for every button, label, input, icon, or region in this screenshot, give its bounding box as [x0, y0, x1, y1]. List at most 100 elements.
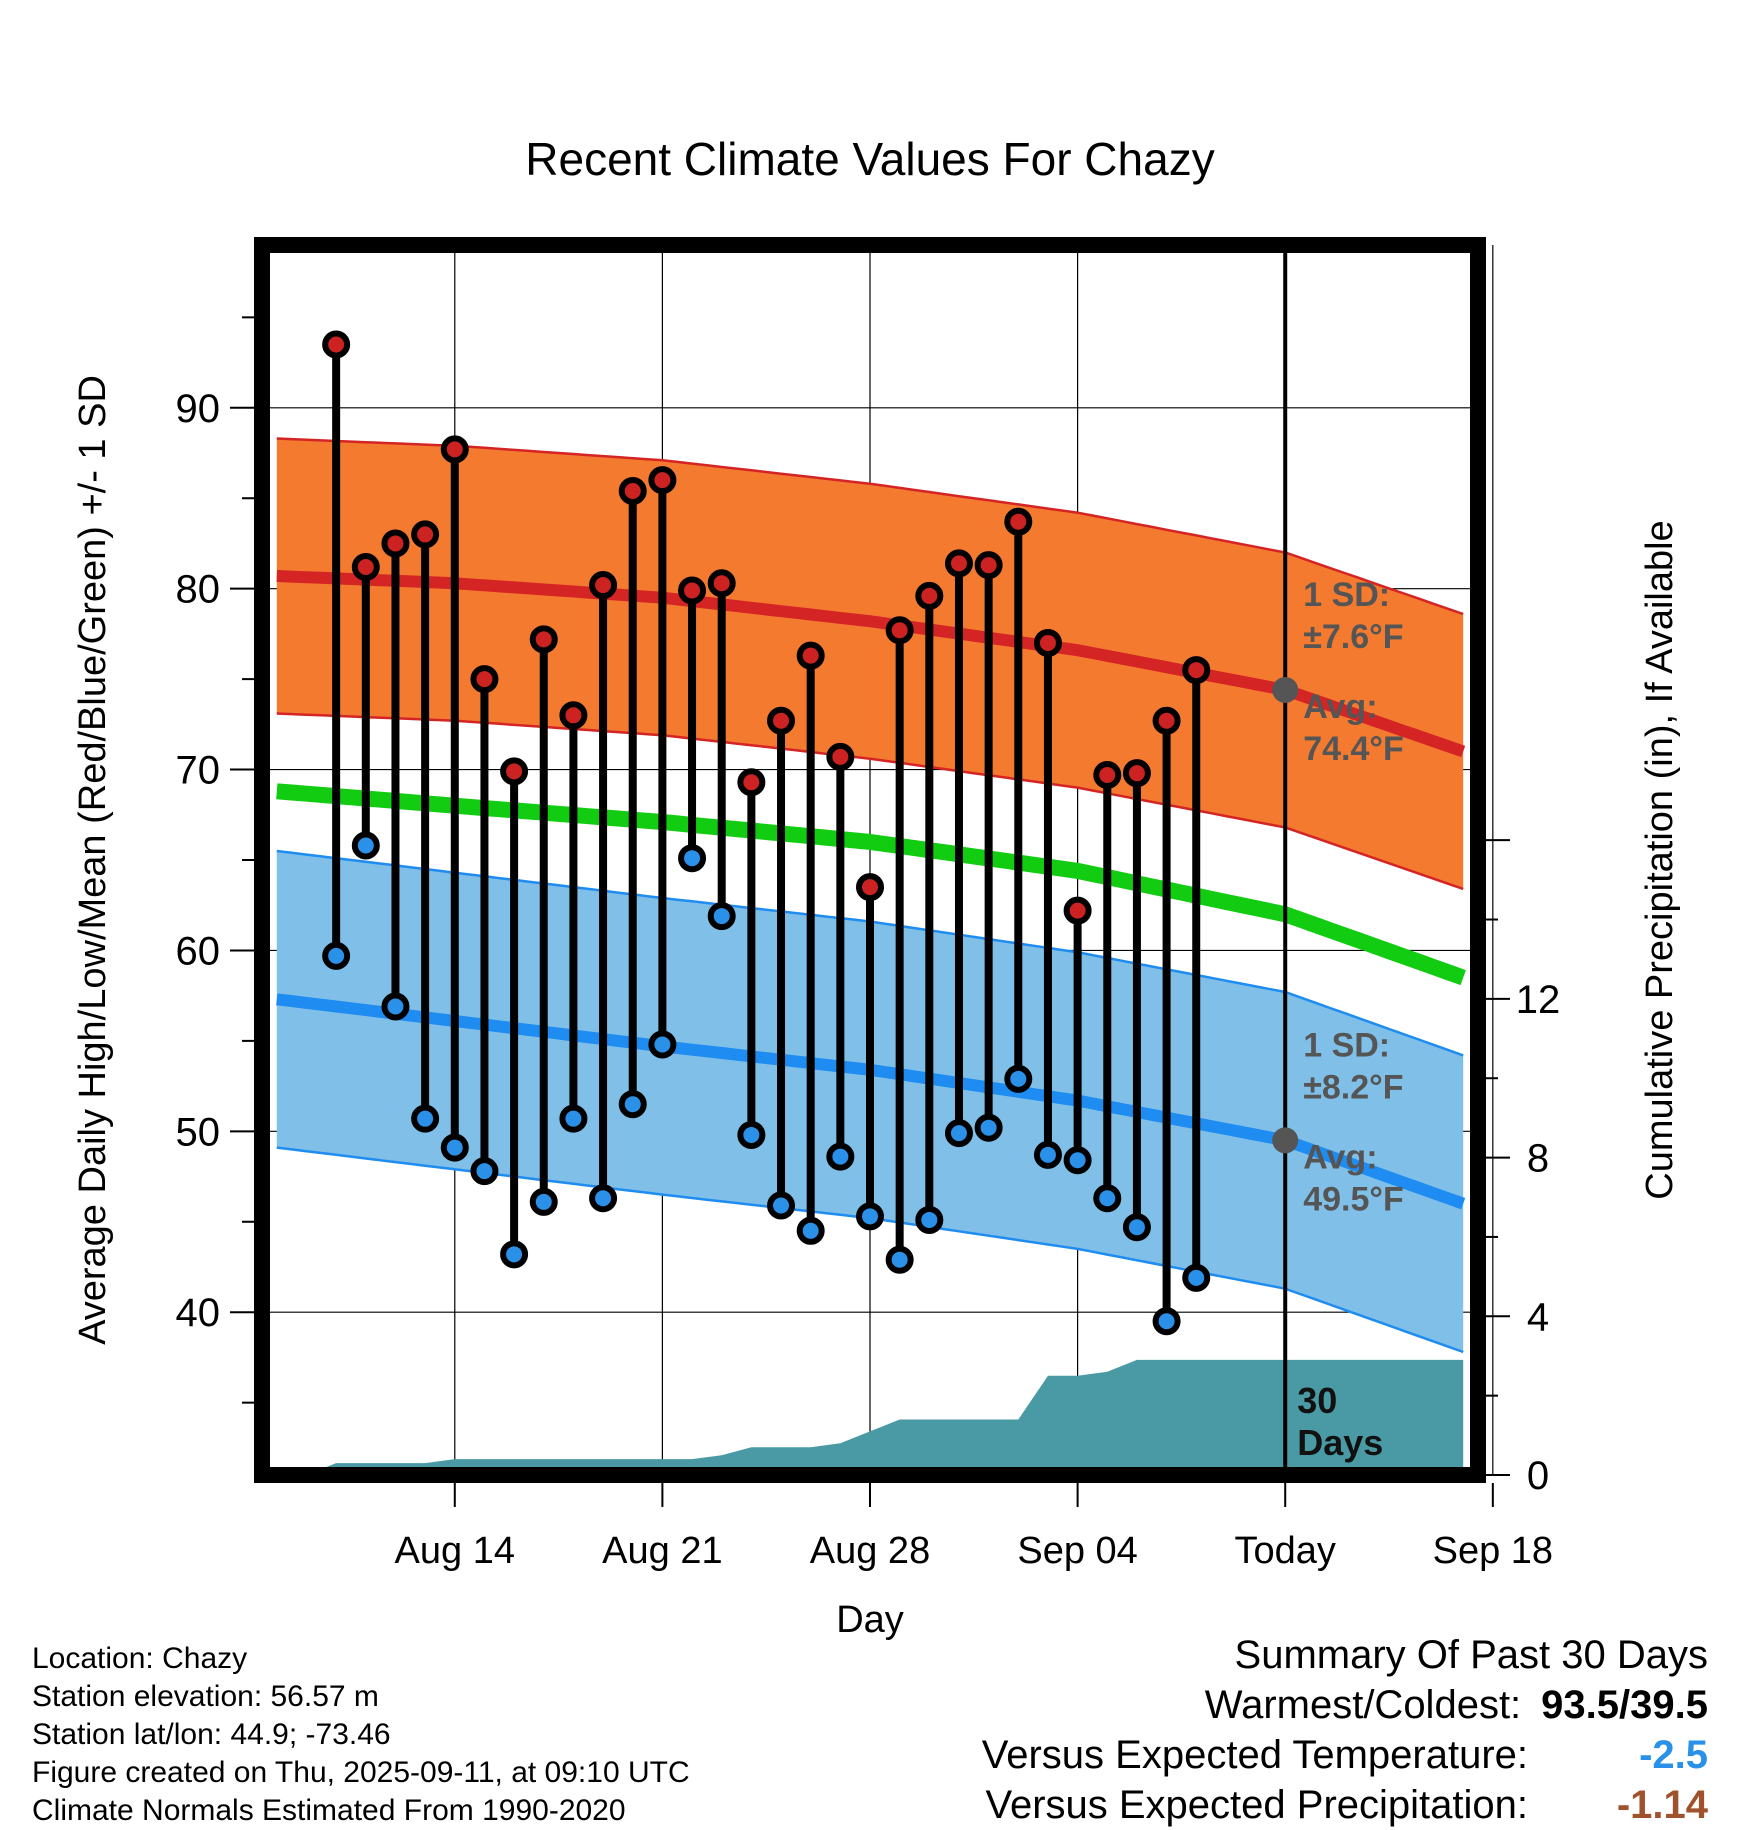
y-tick-label-50: 50 — [176, 1110, 221, 1154]
observed-high-point-26 — [1093, 760, 1122, 789]
observed-low-point-10 — [618, 1090, 647, 1119]
station-info: Location: Chazy Station elevation: 56.57… — [32, 1640, 690, 1830]
observed-high-point-13 — [707, 569, 736, 598]
observed-high-point-16 — [796, 641, 825, 670]
precip-value: -1.14 — [1616, 1783, 1708, 1827]
today-low-avg-dot — [1272, 1127, 1299, 1154]
observed-high-point-8 — [559, 701, 588, 730]
today-annotations: 1 SD: ±7.6°F Avg: 74.4°F 1 SD: ±8.2°F Avg: 49.5… — [1272, 245, 1404, 1475]
x-tick-label-2: Aug 28 — [810, 1530, 930, 1572]
precip-area-group — [276, 1359, 1464, 1475]
observed-low-point-6 — [500, 1240, 529, 1269]
y-tick-label-80: 80 — [176, 568, 221, 612]
y2-tick-label-0: 0 — [1527, 1454, 1549, 1498]
observed-low-point-11 — [648, 1030, 677, 1059]
high-avg-label: Avg: — [1303, 688, 1377, 726]
observed-low-point-24 — [1033, 1140, 1062, 1169]
normals-text: Climate Normals Estimated From 1990-2020 — [32, 1794, 626, 1827]
x-tick-label-5: Sep 18 — [1433, 1530, 1553, 1572]
observed-high-point-14 — [737, 768, 766, 797]
observed-low-point-29 — [1182, 1263, 1211, 1292]
precip-area — [276, 1359, 1464, 1475]
precip-label: Versus Expected Precipitation: — [985, 1783, 1528, 1827]
observed-high-point-11 — [648, 466, 677, 495]
x-tick-label-4: Today — [1235, 1530, 1336, 1572]
observed-low-point-28 — [1152, 1307, 1181, 1336]
observed-high-point-6 — [500, 757, 529, 786]
observed-high-point-17 — [826, 742, 855, 771]
observed-low-point-3 — [411, 1104, 440, 1133]
observed-high-point-0 — [322, 330, 351, 359]
summary-panel: Summary Of Past 30 Days Warmest/Coldest:… — [982, 1630, 1708, 1830]
observed-high-point-2 — [381, 529, 410, 558]
observed-low-point-14 — [737, 1120, 766, 1149]
observed-high-point-24 — [1033, 628, 1062, 657]
observed-high-point-4 — [440, 435, 469, 464]
high-sd-value: ±7.6°F — [1303, 618, 1403, 656]
high-avg-value: 74.4°F — [1303, 730, 1404, 768]
observed-high-point-28 — [1152, 706, 1181, 735]
normal-high-line — [276, 570, 1466, 758]
observed-low-point-1 — [351, 831, 380, 860]
observed-low-point-13 — [707, 902, 736, 931]
temp-label: Versus Expected Temperature: — [981, 1733, 1528, 1777]
summary-warm-cold: Warmest/Coldest: 93.5/39.5 — [982, 1680, 1708, 1730]
y-tick-label-60: 60 — [176, 929, 221, 973]
summary-precip: Versus Expected Precipitation: -1.14 — [982, 1780, 1708, 1830]
observed-high-point-29 — [1182, 656, 1211, 685]
observed-high-point-21 — [944, 549, 973, 578]
observed-high-point-3 — [411, 520, 440, 549]
observed-high-point-19 — [885, 616, 914, 645]
normal-mean-line — [276, 783, 1466, 986]
observed-low-point-9 — [589, 1184, 618, 1213]
x-axis-label: Day — [836, 1599, 904, 1641]
plot-frame — [254, 237, 1486, 1483]
observed-high-point-1 — [351, 552, 380, 581]
observed-low-point-4 — [440, 1133, 469, 1162]
observed-low-point-12 — [678, 844, 707, 873]
y-axis-label: Average Daily High/Low/Mean (Red/Blue/Gr… — [72, 375, 114, 1345]
summary-title: Summary Of Past 30 Days — [1234, 1633, 1708, 1677]
location-text: Location: Chazy — [32, 1642, 248, 1675]
observed-high-point-5 — [470, 665, 499, 694]
observed-low-point-17 — [826, 1142, 855, 1171]
y-tick-label-90: 90 — [176, 387, 221, 431]
observed-low-point-22 — [974, 1113, 1003, 1142]
warm-cold-value: 93.5/39.5 — [1541, 1683, 1708, 1727]
observed-low-point-20 — [915, 1205, 944, 1234]
observed-high-point-27 — [1122, 759, 1151, 788]
axes: 40 50 60 70 80 90 0 4 8 12 Aug 14 Aug 21 Aug 28 Sep 0… — [176, 237, 1560, 1572]
summary-temp: Versus Expected Temperature: -2.5 — [982, 1730, 1708, 1780]
low-avg-label: Avg: — [1303, 1138, 1377, 1176]
observed-low-point-8 — [559, 1104, 588, 1133]
observed-low-point-7 — [529, 1187, 558, 1216]
high-sd-label: 1 SD: — [1303, 576, 1390, 614]
observed-high-point-20 — [915, 581, 944, 610]
observed-high-point-7 — [529, 625, 558, 654]
observed-high-point-23 — [1004, 507, 1033, 536]
observed-low-point-25 — [1063, 1146, 1092, 1175]
observed-high-point-9 — [589, 571, 618, 600]
observed-low-point-15 — [767, 1191, 796, 1220]
latlon-text: Station lat/lon: 44.9; -73.46 — [32, 1718, 391, 1751]
x-tick-label-0: Aug 14 — [395, 1530, 515, 1572]
y-tick-label-40: 40 — [176, 1291, 221, 1335]
warm-cold-label: Warmest/Coldest: — [1204, 1683, 1522, 1727]
observed-high-point-18 — [856, 873, 884, 902]
observed-high-point-10 — [618, 477, 647, 505]
window-number: 30 — [1297, 1380, 1337, 1421]
observed-low-point-2 — [381, 992, 410, 1021]
observed-high-point-25 — [1063, 896, 1092, 925]
observed-low-point-5 — [470, 1157, 499, 1186]
observed-high-point-12 — [678, 576, 707, 605]
x-tick-label-1: Aug 21 — [602, 1530, 722, 1572]
observed-low-point-21 — [944, 1119, 973, 1148]
observed-low-point-16 — [796, 1216, 825, 1245]
observed-low-point-19 — [885, 1245, 914, 1274]
low-avg-value: 49.5°F — [1303, 1180, 1404, 1218]
observed-low-point-0 — [322, 941, 351, 970]
elevation-text: Station elevation: 56.57 m — [32, 1680, 379, 1713]
observed-low-point-26 — [1093, 1184, 1122, 1213]
low-sd-value: ±8.2°F — [1303, 1068, 1403, 1106]
